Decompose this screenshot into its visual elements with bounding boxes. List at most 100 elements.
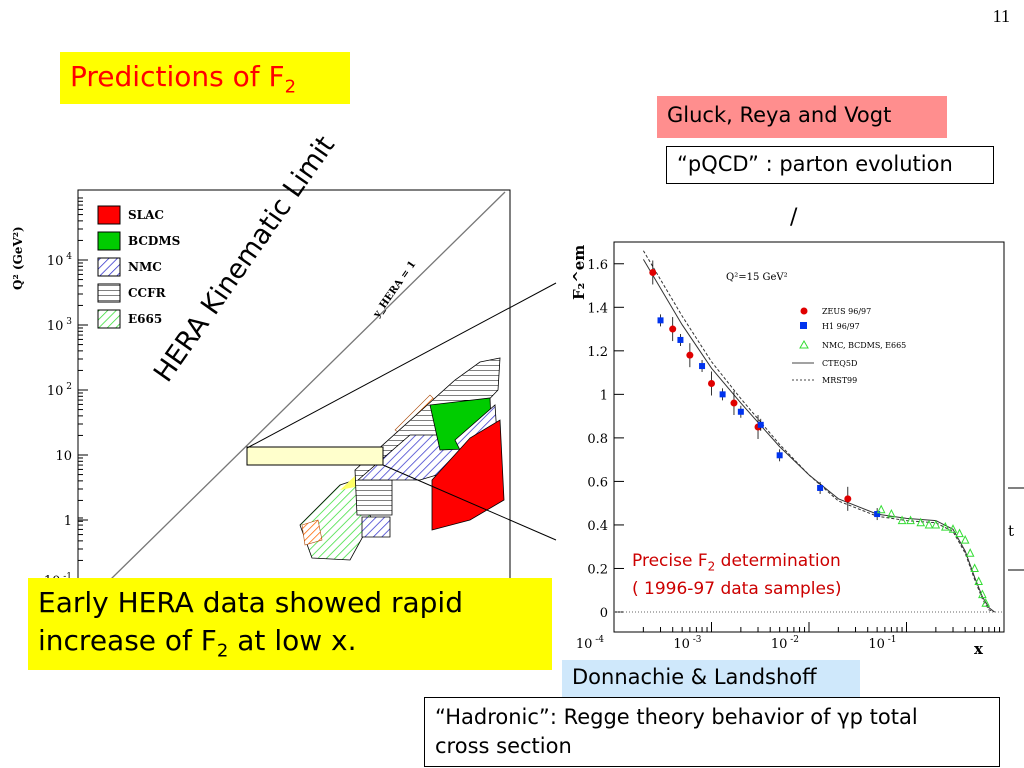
f2-curve-mrst99 — [642, 250, 995, 613]
hera-limit-line — [109, 191, 506, 580]
f2-legend-marker-zeus — [800, 307, 808, 315]
f2-legend-label-mrst: MRST99 — [822, 376, 857, 385]
precise-line1sub: 2 — [707, 559, 716, 574]
f2-point-h1 — [657, 317, 664, 324]
donnachie-label: Donnachie & Landshoff — [572, 665, 817, 689]
hadronic-line1: “Hadronic”: Regge theory behavior of γp … — [435, 705, 918, 729]
f2-ytick-label: 0.2 — [587, 562, 608, 577]
left-ytick-labels: 10 4 10 3 10 2 10 1 10 -1 — [44, 252, 72, 580]
title-main: Predictions of F — [70, 60, 285, 93]
f2-ylabel: F₂^em — [570, 245, 588, 300]
f2-xtick-label: 10 -4 — [576, 635, 604, 652]
zoom-line-bottom — [382, 464, 557, 541]
legend-label-bcdms: BCDMS — [128, 234, 180, 248]
early-line2a: increase of F — [38, 624, 217, 657]
f2-ytick-label: 1.6 — [587, 258, 608, 273]
precise-note: Precise F2 determination ( 1996-97 data … — [632, 550, 841, 601]
f2-chart: F₂^em x Q²=15 GeV² 0 0.2 0.4 0.6 0.8 1 1.2 1.4 1… — [570, 241, 1005, 658]
f2-curve-cteq5d — [642, 259, 995, 613]
title-sub: 2 — [284, 76, 297, 98]
f2-point-nmc — [906, 515, 915, 525]
f2-point-h1 — [757, 421, 764, 428]
slide-number: 11 — [992, 6, 1010, 26]
precise-line1a: Precise F — [632, 551, 708, 571]
f2-legend-label-nmc: NMC, BCDMS, E665 — [822, 341, 906, 350]
f2-point-h1 — [719, 391, 726, 398]
f2-ytick-label: 1.4 — [587, 301, 608, 316]
pqcd-label: “pQCD” : parton evolution — [677, 152, 953, 176]
hadronic-line2: cross section — [435, 734, 572, 758]
kinematic-plane-chart: Q² (GeV²) 10 410 310 210110 -1 y_HERA = … — [11, 189, 511, 580]
hadronic-text: “Hadronic”: Regge theory behavior of γp … — [435, 703, 918, 761]
legend-label-ccfr: CCFR — [128, 286, 167, 300]
f2-xlabel: x — [974, 640, 984, 658]
zoom-line-top — [246, 282, 557, 449]
f2-point-h1 — [817, 484, 824, 491]
left-legend: SLAC BCDMS NMC CCFR E665 — [97, 205, 180, 329]
f2-point-zeus — [730, 399, 738, 407]
f2-axes: 0 0.2 0.4 0.6 0.8 1 1.2 1.4 1.6 10 -4 10 -3 10 -2 10… — [576, 258, 1004, 652]
f2-point-h1 — [737, 408, 744, 415]
title-box: Predictions of F2 — [60, 52, 350, 104]
f2-xtick-label: 10 -3 — [673, 635, 701, 652]
f2-point-nmc — [887, 508, 896, 518]
precise-line2: ( 1996-97 data samples) — [632, 579, 842, 600]
f2-point-nmc — [948, 524, 958, 533]
f2-point-zeus — [669, 325, 677, 333]
legend-label-nmc: NMC — [128, 260, 162, 274]
left-ytick-label: 10 3 — [47, 317, 72, 334]
f2-ytick-label: 0.4 — [587, 519, 608, 534]
f2-point-nmc — [931, 519, 941, 529]
f2-point-zeus — [649, 268, 657, 276]
f2-xtick-label: 10 -2 — [771, 635, 799, 652]
left-ylabel: Q² (GeV²) — [11, 226, 25, 290]
early-line1: Early HERA data showed rapid — [38, 586, 463, 619]
f2-ytick-label: 0 — [600, 606, 608, 621]
legend-swatch-slac — [97, 205, 121, 225]
legend-swatch-ccfr — [97, 283, 121, 303]
f2-legend-label-zeus: ZEUS 96/97 — [822, 307, 871, 316]
legend-swatch-e665 — [97, 309, 121, 329]
f2-point-h1 — [776, 452, 783, 459]
hadronic-box: “Hadronic”: Regge theory behavior of γp … — [424, 697, 1000, 767]
f2-point-nmc — [897, 515, 907, 525]
f2-point-nmc — [970, 563, 979, 572]
precise-line1: Precise F2 determination — [632, 550, 841, 578]
f2-point-nmc — [955, 528, 964, 538]
donnachie-box: Donnachie & Landshoff — [562, 660, 860, 698]
f2-point-zeus — [844, 495, 852, 503]
f2-point-nmc — [974, 576, 983, 586]
f2-point-nmc — [965, 548, 975, 557]
page-title: Predictions of F2 — [70, 60, 296, 98]
precise-line1b: determination — [715, 551, 841, 571]
f2-ytick-label: 1.2 — [587, 345, 608, 360]
f2-legend-marker-nmc — [799, 339, 809, 349]
early-line2b: at low x. — [228, 624, 357, 657]
region-e665-orange — [301, 519, 323, 546]
f2-ytick-label: 0.6 — [587, 475, 608, 490]
f2-ytick-label: 0.8 — [587, 432, 608, 447]
f2-legend-label-cteq: CTEQ5D — [822, 359, 857, 368]
region-slac — [431, 419, 505, 531]
early-line2: increase of F2 at low x. — [38, 622, 463, 671]
early-hera-text: Early HERA data showed rapid increase of… — [38, 584, 463, 671]
f2-point-nmc — [960, 535, 970, 544]
f2-point-h1 — [677, 336, 684, 343]
legend-label-slac: SLAC — [128, 208, 164, 222]
pqcd-box: “pQCD” : parton evolution — [666, 146, 994, 184]
f2-legend-label-h1: H1 96/97 — [822, 322, 860, 331]
f2-point-h1 — [874, 511, 881, 518]
early-line2sub: 2 — [216, 640, 229, 662]
f2-point-nmc — [981, 598, 991, 607]
right-edge-label: t — [1008, 522, 1014, 540]
f2-point-zeus — [708, 379, 715, 387]
f2-legend-marker-h1 — [800, 322, 807, 329]
left-ytick-label: 10 4 — [47, 252, 72, 269]
f2-point-nmc — [916, 517, 926, 527]
legend-swatch-bcdms — [97, 231, 121, 251]
f2-point-nmc — [876, 504, 886, 514]
left-ytick-label: 10 2 — [47, 382, 72, 399]
f2-point-zeus — [686, 351, 694, 359]
f2-xtick-label: 10 -1 — [868, 635, 896, 652]
f2-ytick-label: 1 — [600, 388, 608, 403]
